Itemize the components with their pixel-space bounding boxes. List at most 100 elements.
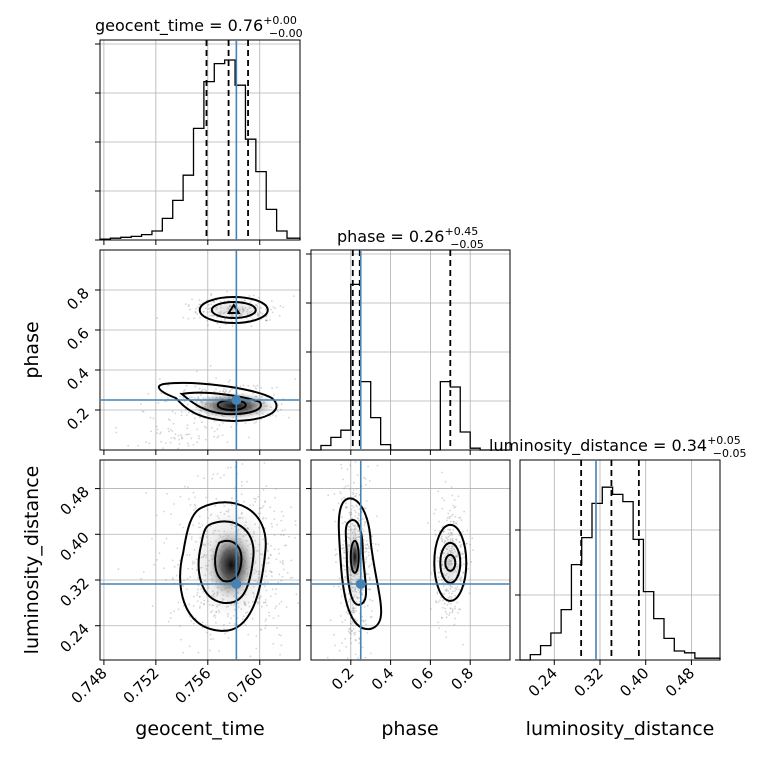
sample-point — [364, 656, 367, 659]
sample-point — [453, 522, 456, 525]
sample-point — [193, 422, 196, 424]
sample-point — [365, 556, 368, 559]
sample-point — [364, 547, 367, 550]
sample-point — [274, 307, 277, 310]
sample-point — [217, 435, 220, 437]
sample-point — [367, 573, 370, 575]
sample-point — [455, 588, 458, 590]
sample-point — [376, 464, 379, 467]
sample-point — [248, 436, 250, 439]
sample-point — [258, 507, 261, 510]
contour-inner — [214, 539, 243, 583]
sample-point — [451, 592, 453, 595]
sample-point — [370, 610, 373, 612]
sample-point — [439, 599, 441, 602]
sample-point — [350, 511, 352, 514]
truth-point — [231, 579, 242, 589]
phase-ytick-label: 0.2 — [63, 404, 93, 434]
sample-point — [345, 506, 348, 509]
sample-point — [279, 653, 281, 656]
sample-point — [367, 588, 369, 590]
sample-point — [348, 512, 351, 514]
contour-mid — [439, 541, 462, 584]
sample-point — [437, 576, 440, 579]
sample-point — [346, 506, 348, 509]
phase-ytick-label: 0.4 — [63, 364, 93, 394]
sample-point — [470, 560, 473, 563]
sample-point — [441, 540, 444, 543]
sample-point — [434, 508, 437, 511]
sample-point — [294, 378, 297, 380]
sample-point — [160, 392, 163, 394]
sample-point — [357, 512, 360, 515]
sample-point — [149, 416, 152, 419]
phase-ytick-label: 0.8 — [63, 284, 93, 314]
phase-xtick-label: 0.2 — [328, 664, 358, 694]
sample-point — [165, 579, 167, 581]
sample-point — [271, 311, 274, 314]
sample-point — [355, 504, 358, 507]
sample-point — [350, 511, 352, 513]
sample-point — [271, 588, 274, 591]
sample-point — [361, 646, 364, 649]
sample-point — [226, 290, 228, 293]
sample-point — [193, 397, 196, 399]
density-fill — [207, 528, 256, 601]
sample-point — [265, 315, 268, 317]
sample-point — [257, 315, 260, 318]
sample-point — [280, 579, 283, 582]
sample-point — [276, 410, 279, 413]
sample-point — [294, 520, 297, 522]
sample-point — [448, 614, 450, 616]
sample-point — [450, 603, 452, 605]
sample-point — [178, 443, 181, 445]
sample-point — [377, 543, 380, 546]
panel-frame — [99, 459, 301, 661]
sample-point — [227, 381, 230, 384]
sample-point — [343, 487, 346, 490]
sample-point — [186, 427, 189, 430]
sample-point — [196, 370, 198, 373]
sample-point — [268, 611, 270, 614]
sample-point — [345, 502, 347, 505]
sample-point — [188, 533, 191, 535]
sample-point — [458, 588, 460, 591]
sample-point — [438, 571, 441, 574]
sample-point — [194, 617, 197, 619]
sample-point — [339, 588, 342, 591]
sample-point — [345, 506, 347, 508]
sample-point — [358, 494, 361, 496]
sample-point — [297, 602, 299, 604]
sample-point — [277, 615, 280, 617]
sample-point — [369, 598, 371, 601]
sample-point — [188, 304, 190, 306]
sample-point — [222, 422, 224, 424]
sample-point — [254, 500, 257, 503]
sample-point — [223, 624, 225, 626]
sample-point — [280, 600, 283, 603]
sample-point — [203, 388, 206, 391]
sample-point — [444, 607, 447, 610]
sample-point — [448, 597, 450, 599]
sample-point — [281, 529, 284, 532]
sample-point — [241, 484, 243, 487]
sample-point — [190, 538, 193, 540]
sample-point — [228, 379, 231, 382]
sample-point — [441, 538, 444, 541]
sample-point — [275, 558, 278, 561]
sample-point — [356, 505, 358, 508]
sample-point — [147, 393, 150, 395]
sample-point — [177, 447, 180, 450]
sample-point — [250, 299, 253, 302]
sample-point — [262, 516, 265, 519]
sample-point — [329, 619, 332, 622]
sample-point — [153, 563, 155, 566]
sample-point — [345, 611, 348, 613]
sample-point — [137, 444, 140, 447]
sample-point — [212, 300, 215, 303]
sample-point — [456, 601, 459, 604]
panel-frame — [99, 39, 301, 241]
sample-point — [179, 395, 182, 398]
sample-point — [448, 516, 451, 518]
sample-point — [447, 528, 449, 531]
